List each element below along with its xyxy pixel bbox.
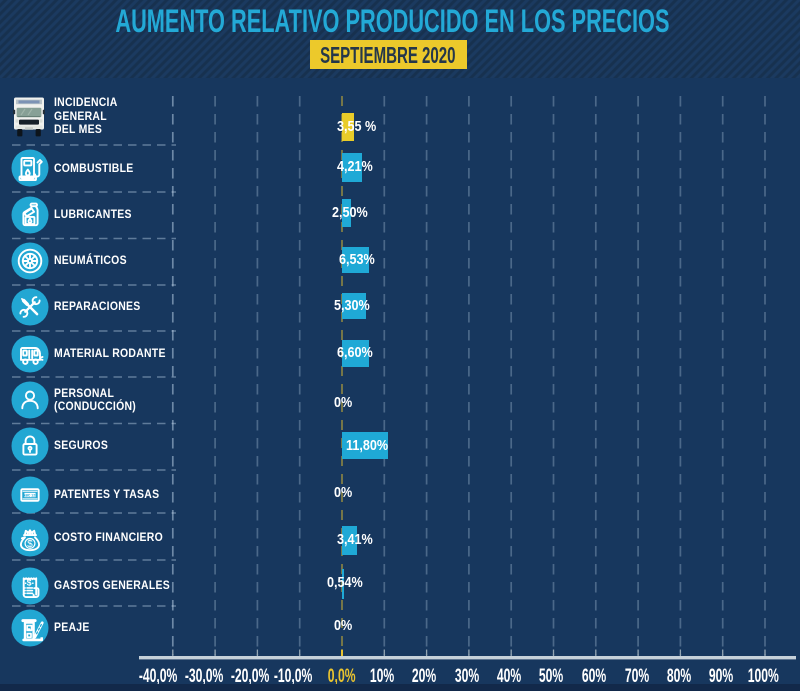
svg-text:$: $ — [27, 578, 32, 588]
svg-text:$: $ — [27, 538, 33, 549]
svg-text:ABC 123: ABC 123 — [23, 493, 37, 497]
